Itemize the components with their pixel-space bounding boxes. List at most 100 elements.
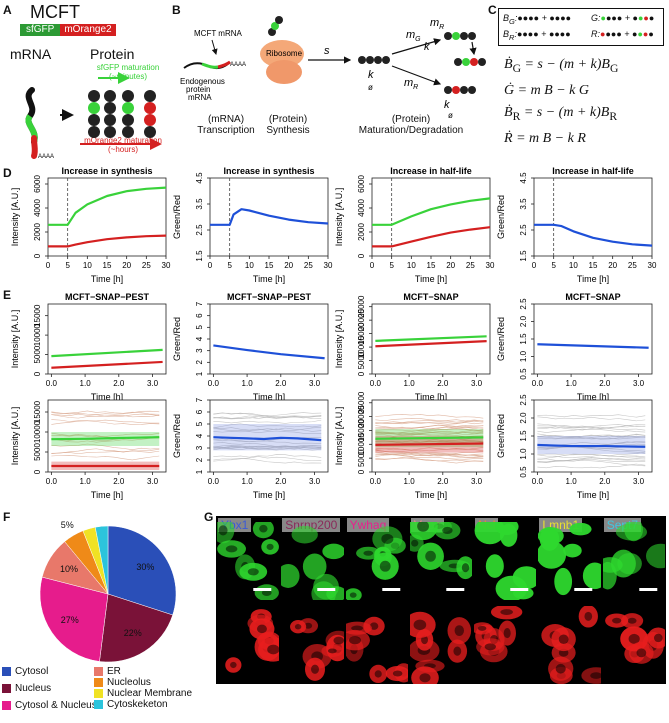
morange-maturation-label: mOrange2 maturation (~hours) xyxy=(84,136,162,154)
pie-slice-label: 10% xyxy=(60,564,78,574)
x-tick-label: 2.0 xyxy=(437,477,449,486)
scale-bar xyxy=(446,588,465,591)
faint-cell-trace xyxy=(375,424,484,429)
faint-cell-trace xyxy=(537,434,646,439)
red-channel-image xyxy=(409,611,471,684)
rate-mg-label: mG xyxy=(406,29,421,43)
nucleus-dark xyxy=(627,617,637,624)
x-tick-label: 3.0 xyxy=(471,477,483,486)
x-tick-label: 1.0 xyxy=(80,379,92,388)
y-tick-label: 1.5 xyxy=(519,250,528,262)
x-axis-label: Time [h] xyxy=(253,274,285,284)
y-axis-label: Intensity [A.U.] xyxy=(10,310,20,369)
x-tick-label: 2.0 xyxy=(113,379,125,388)
degraded-label-2: ø xyxy=(448,111,453,120)
nucleus-dark xyxy=(379,560,391,572)
y-tick-label: 2.5 xyxy=(195,224,204,236)
panel-label-f: F xyxy=(3,510,11,524)
chart-0: Increase in synthesis Intensity [A.U.] Tim… xyxy=(10,166,171,284)
faint-cell-trace xyxy=(51,410,160,415)
chart-1: Increase in synthesis Green/Red Time [h] 1.… xyxy=(172,166,333,284)
x-tick-label: 2.0 xyxy=(599,477,611,486)
chart-title: MCFT−SNAP−PEST xyxy=(227,292,312,302)
x-tick-label: 0 xyxy=(532,261,537,270)
faint-cell-trace xyxy=(213,439,322,444)
rate-mr-label: mR xyxy=(404,77,418,91)
faint-cell-trace xyxy=(375,447,484,452)
ode-equations: ḂG = s − (m + k)BG Ġ = m B − k G ḂR = s … xyxy=(504,54,618,150)
nucleus-dark xyxy=(559,634,569,644)
faint-cell-trace xyxy=(537,416,646,422)
faint-cell-trace xyxy=(537,463,646,469)
equation-r: Ṙ = m B − k R xyxy=(504,130,586,146)
protein-label: Protein xyxy=(90,46,135,62)
x-tick-label: 30 xyxy=(486,261,495,270)
nucleus-dark xyxy=(374,670,382,678)
nucleus-dark xyxy=(349,592,357,598)
panel-b-diagram: MCFT mRNA AAAA Endogenous protein mRNA R… xyxy=(180,16,486,120)
faint-cell-trace xyxy=(51,410,160,415)
nucleus-dark xyxy=(500,609,514,615)
nucleus-dark xyxy=(556,663,567,674)
faint-cell-trace xyxy=(375,426,484,435)
scale-bar xyxy=(510,588,529,591)
faint-cell-trace xyxy=(375,447,484,451)
rate-k-label-2: k xyxy=(424,41,430,53)
red-channel-image xyxy=(345,616,408,684)
faint-cell-trace xyxy=(51,419,160,425)
ribosome-label: Ribosome xyxy=(266,49,303,58)
y-tick-label: 20000 xyxy=(357,405,366,428)
y-tick-label: 10000 xyxy=(357,433,366,456)
series-line xyxy=(537,343,649,349)
pie-slice-0 xyxy=(107,525,177,616)
microscopy-grid: Ybx1Snrnp200YwhaqVapaNclLmnb1Sept7 xyxy=(216,516,666,684)
nucleus-dark xyxy=(503,628,511,639)
green-channel-image xyxy=(474,522,537,600)
faint-cell-trace xyxy=(213,456,322,462)
chart-title: MCFT−SNAP xyxy=(565,292,620,302)
faint-cell-trace xyxy=(537,423,646,428)
y-tick-label: 1.5 xyxy=(195,250,204,262)
scale-bar xyxy=(574,588,593,591)
chart-title: Increase in half-life xyxy=(552,166,634,176)
y-tick-label: 15000 xyxy=(357,419,366,442)
series-line xyxy=(375,340,487,348)
chart-5: MCFT−SNAP−PEST Green/Red Time [h] 1 2 3 4 5 6 7 0.… xyxy=(172,292,329,402)
faint-cell-trace xyxy=(375,454,484,460)
y-tick-label: 0 xyxy=(33,371,42,376)
faint-cell-trace xyxy=(375,453,484,456)
y-tick-label: 1.5 xyxy=(519,430,528,442)
x-tick-label: 3.0 xyxy=(633,379,645,388)
cell-blob xyxy=(645,543,665,569)
red-channel-image xyxy=(474,606,523,663)
faint-cell-trace xyxy=(537,446,646,452)
y-tick-label: 3 xyxy=(195,445,204,450)
x-tick-label: 30 xyxy=(324,261,333,270)
y-tick-label: 10000 xyxy=(33,420,42,443)
faint-cell-trace xyxy=(213,445,322,450)
y-tick-label: 2.5 xyxy=(519,298,528,310)
y-tick-label: 2000 xyxy=(357,223,366,241)
y-tick-label: 10000 xyxy=(33,323,42,346)
chart-7: MCFT−SNAP Green/Red Time [h] 0.5 1.0 1.5 2.0 2.… xyxy=(496,292,653,402)
nucleus-dark xyxy=(350,625,363,631)
x-axis-label: Time [h] xyxy=(577,392,609,402)
y-tick-label: 25000 xyxy=(357,295,366,318)
x-tick-label: 3.0 xyxy=(147,379,159,388)
faint-cell-trace xyxy=(213,445,322,449)
x-tick-label: 0.0 xyxy=(370,379,382,388)
y-tick-label: 15000 xyxy=(33,304,42,327)
green-channel-image xyxy=(602,522,665,591)
y-tick-label: 4.5 xyxy=(195,172,204,184)
red-channel-image xyxy=(290,618,344,681)
series-line xyxy=(375,335,487,342)
nucleus-dark xyxy=(584,611,593,621)
x-axis-label: Time [h] xyxy=(415,490,447,500)
nucleus-dark xyxy=(380,533,393,544)
chart-11: Green/Red Time [h] 0.5 1.0 1.5 2.0 2.5 0.0 1.0 2.… xyxy=(496,394,653,500)
chart-title: Increase in synthesis xyxy=(61,166,152,176)
y-tick-label: 5000 xyxy=(357,351,366,369)
species-g: G:●●●● + ●●●● xyxy=(591,13,655,23)
y-axis-label: Intensity [A.U.] xyxy=(10,188,20,247)
faint-cell-trace xyxy=(213,412,322,418)
